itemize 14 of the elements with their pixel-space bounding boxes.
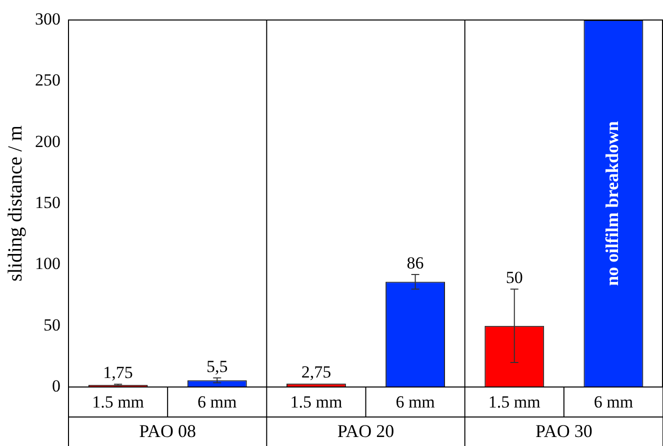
data-label: 1,75 [103,363,133,382]
data-label: 86 [406,253,424,272]
y-tick-label: 250 [35,70,60,90]
data-label: 50 [506,268,523,288]
y-tick-label: 50 [44,315,60,334]
data-label: 2,75 [301,362,332,382]
annotation: no oilfilm breakdown [602,121,622,286]
y-tick-label: 150 [35,192,60,212]
y-tick-label: 200 [35,132,60,151]
y-tick-label: 300 [35,9,60,28]
y-tick-label: 100 [35,254,60,274]
y-tick-label: 0 [52,376,60,396]
data-label: 5,5 [206,356,228,376]
y-axis-title: sliding distance / m [4,125,26,282]
